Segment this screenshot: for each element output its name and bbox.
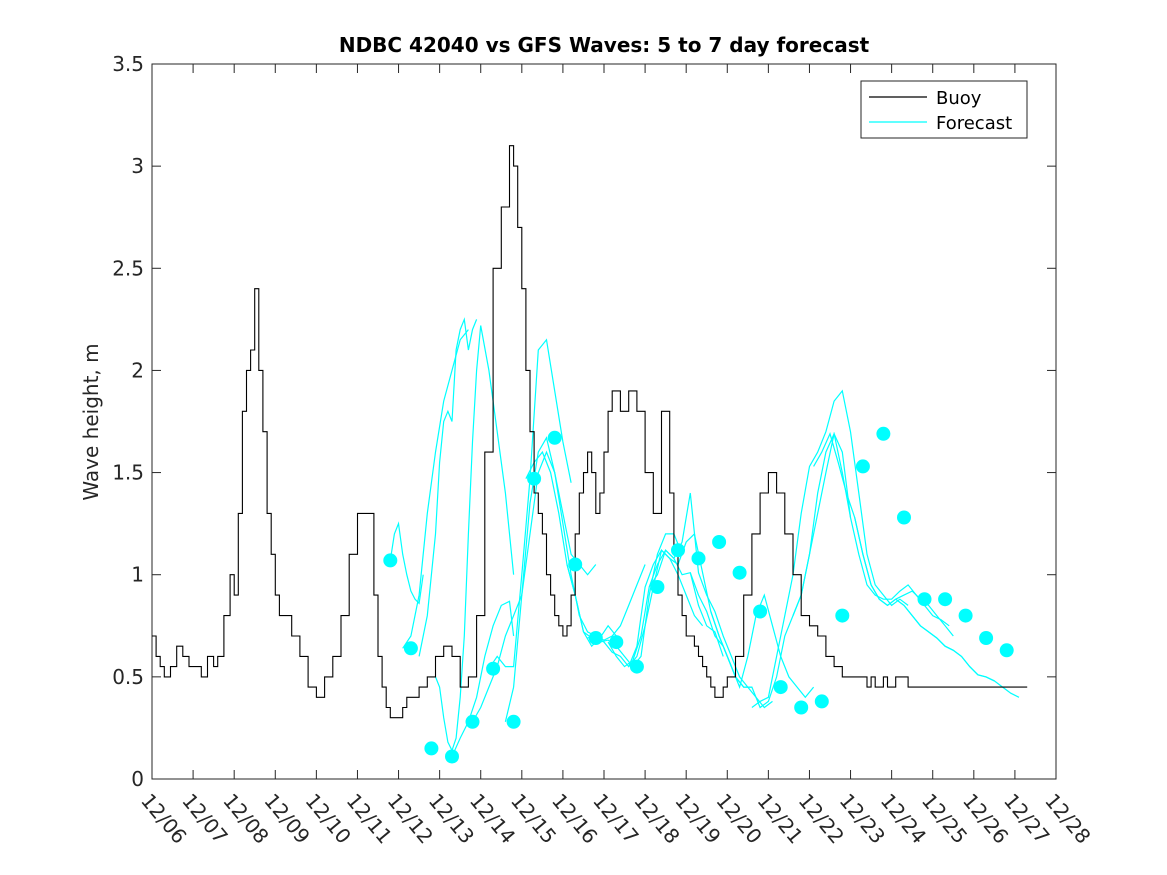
y-tick-label: 1.5 [112,461,144,485]
forecast-marker [650,580,665,594]
y-tick-label: 3.5 [112,52,144,76]
forecast-line [648,492,773,709]
plot-area [151,63,1057,780]
legend: Buoy Forecast [860,80,1028,139]
y-axis-label: Wave height, m [79,343,103,500]
forecast-line [895,598,1020,698]
y-tick-label: 2 [131,358,144,382]
forecast-marker [753,604,768,619]
forecast-line [710,431,852,709]
forecast-marker [897,510,911,525]
forecast-line [587,549,704,668]
forecast-marker [547,430,562,445]
legend-label-buoy: Buoy [936,88,982,109]
y-tick-label: 0.5 [112,665,144,689]
forecast-marker [773,680,788,695]
forecast-line [451,600,515,757]
forecast-marker [486,661,501,676]
forecast-marker [568,557,583,572]
forecast-marker [506,714,521,729]
forecast-marker [855,459,870,474]
forecast-marker [527,471,542,486]
chart-title: NDBC 42040 vs GFS Waves: 5 to 7 day fore… [339,33,870,57]
y-tick-label: 1 [131,563,144,587]
forecast-line [566,533,683,668]
legend-box [860,80,1028,139]
y-tick-label: 3 [131,154,144,178]
forecast-marker [732,565,747,580]
forecast-marker [671,543,685,558]
forecast-marker [958,608,973,623]
forecast-marker [609,635,624,650]
forecast-marker [814,694,829,709]
y-axis-ticks: 0 0.5 1 1.5 2 2.5 3 3.5 [112,52,1056,791]
forecast-line [402,329,469,649]
y-tick-label: 0 [131,767,144,791]
forecast-marker [691,551,706,566]
y-tick-label: 2.5 [112,256,144,280]
forecast-marker [938,592,953,607]
forecast-marker [835,608,850,623]
forecast-marker [465,714,480,729]
series-layer [152,145,1028,764]
forecast-marker [629,659,644,674]
forecast-marker [917,592,932,607]
forecast-marker [424,741,439,756]
legend-label-forecast: Forecast [936,113,1012,134]
forecast-marker [999,643,1014,658]
forecast-marker [712,535,727,549]
forecast-line [689,572,815,699]
forecast-marker [794,700,809,715]
forecast-marker [445,749,459,764]
forecast-marker [383,553,398,568]
forecast-marker [979,631,994,645]
forecast-marker [876,426,891,441]
forecast-marker [403,641,418,656]
forecast-line [418,317,478,657]
forecast-marker [588,631,603,645]
buoy-line [152,145,1028,719]
forecast-line [751,389,909,708]
